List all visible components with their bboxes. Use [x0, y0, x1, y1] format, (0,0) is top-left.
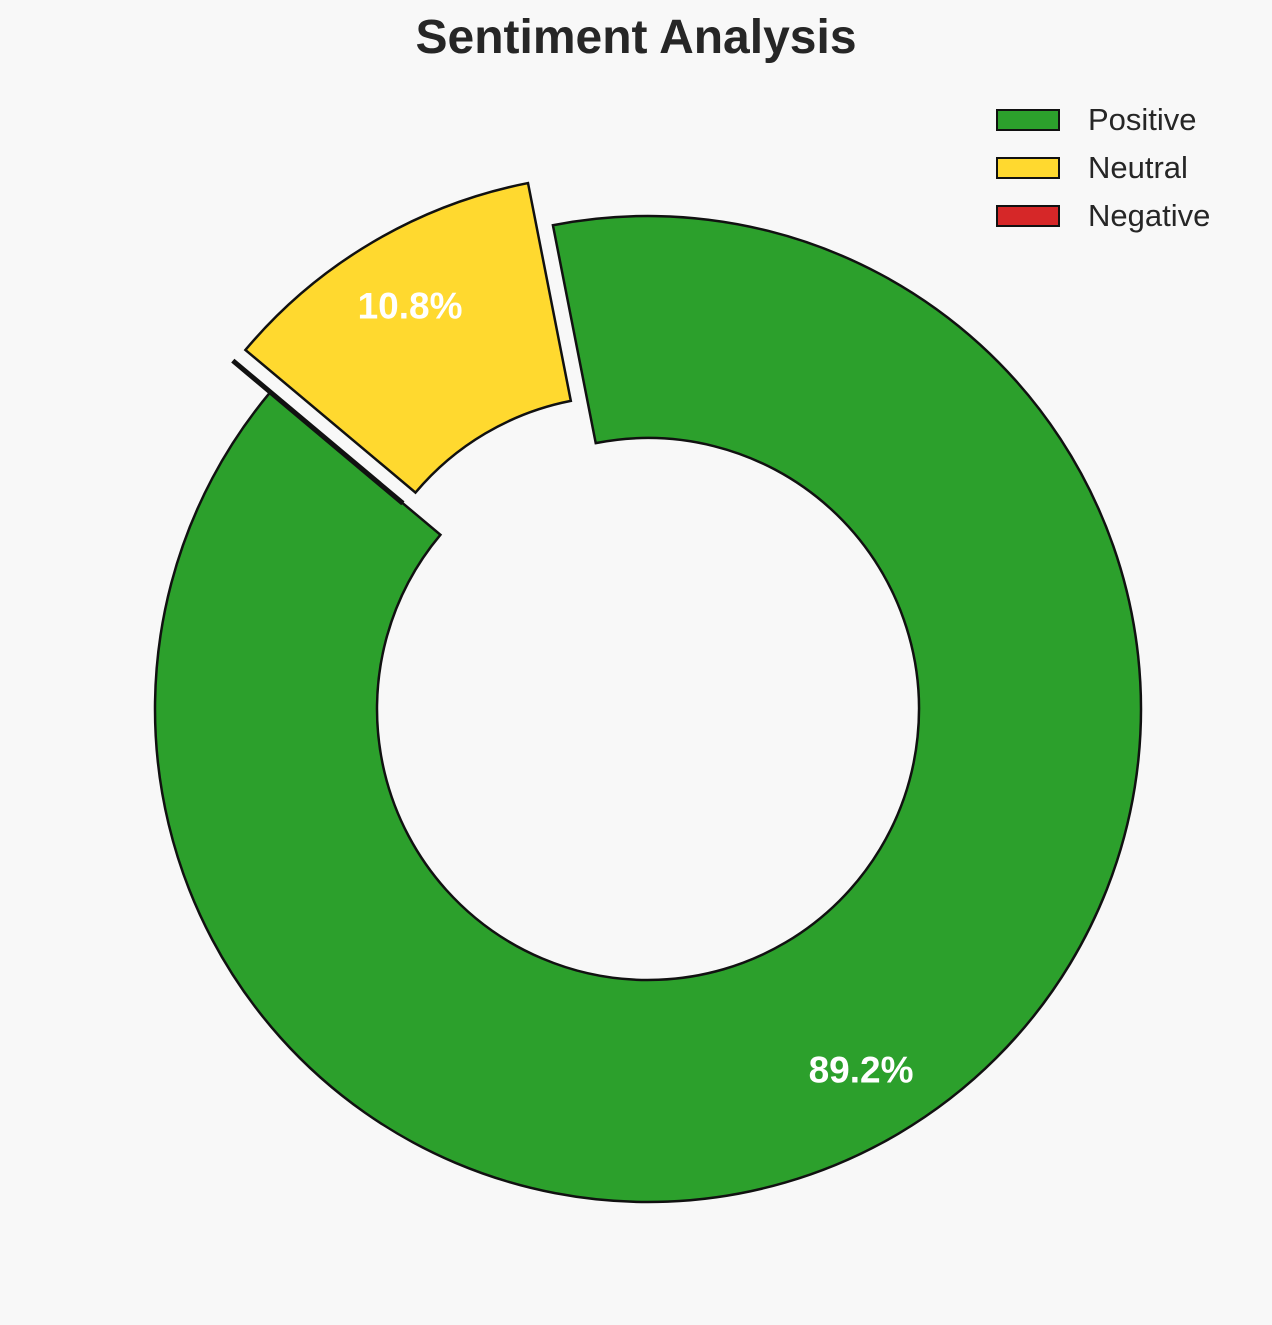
donut-slice-positive [153, 214, 1143, 1204]
legend-label-negative: Negative [1088, 198, 1211, 233]
legend: Positive Neutral Negative [996, 96, 1210, 240]
legend-swatch-neutral [996, 157, 1060, 179]
legend-swatch-positive [996, 109, 1060, 131]
slice-label-neutral: 10.8% [358, 285, 463, 326]
slice-label-positive: 89.2% [809, 1049, 914, 1090]
chart-title: Sentiment Analysis [415, 11, 857, 64]
legend-label-neutral: Neutral [1088, 150, 1188, 185]
donut-slice-neutral [243, 181, 573, 495]
donut-slice-negative [231, 358, 405, 506]
legend-item-negative: Negative [996, 192, 1210, 240]
legend-swatch-negative [996, 205, 1060, 227]
legend-item-neutral: Neutral [996, 144, 1210, 192]
legend-label-positive: Positive [1088, 102, 1197, 137]
legend-item-positive: Positive [996, 96, 1210, 144]
